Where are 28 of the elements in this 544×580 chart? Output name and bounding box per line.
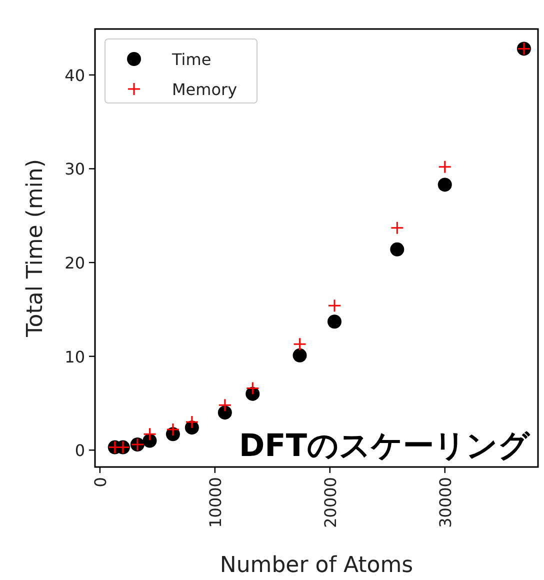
annotation: DFTのスケーリング bbox=[236, 428, 533, 464]
legend-label: Time bbox=[171, 50, 212, 69]
point bbox=[218, 398, 232, 412]
legend-label: Memory bbox=[172, 80, 238, 99]
x-tick-label: 20000 bbox=[320, 477, 340, 528]
point bbox=[390, 221, 404, 235]
y-tick-label: 0 bbox=[74, 441, 85, 460]
x-tick-label: 30000 bbox=[436, 477, 455, 528]
point bbox=[438, 160, 452, 174]
x-axis-title: Number of Atoms bbox=[220, 553, 414, 578]
y-tick-label: 30 bbox=[64, 160, 85, 179]
point bbox=[390, 242, 404, 256]
y-axis-title: Total Time (min) bbox=[23, 159, 48, 338]
x-tick-label: 0 bbox=[90, 477, 110, 488]
point bbox=[218, 406, 232, 420]
point bbox=[142, 427, 156, 441]
point bbox=[293, 337, 307, 351]
point bbox=[292, 348, 307, 362]
point bbox=[328, 298, 342, 312]
y-tick-label: 20 bbox=[64, 254, 85, 273]
x-tick-label: 10000 bbox=[206, 477, 225, 528]
point bbox=[438, 178, 452, 192]
y-tick-label: 40 bbox=[64, 66, 85, 85]
point bbox=[327, 314, 342, 329]
y-tick-label: 10 bbox=[64, 347, 85, 366]
point bbox=[246, 381, 260, 395]
point bbox=[185, 415, 199, 429]
point bbox=[166, 422, 180, 436]
